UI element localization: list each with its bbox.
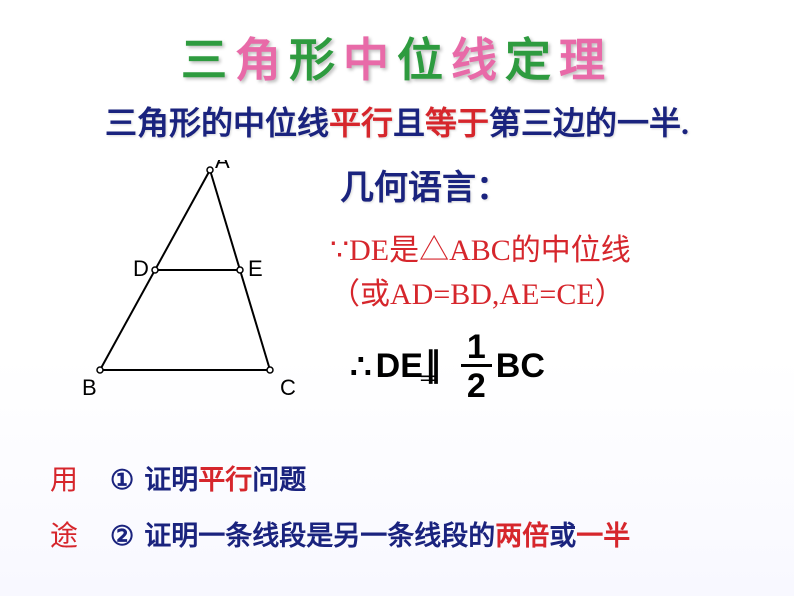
usage-item2-mid: 或 bbox=[549, 521, 576, 551]
usage-item2-text: 证明一条线段是另一条线段的两倍或一半 bbox=[144, 514, 630, 553]
fraction: 1 2 bbox=[461, 330, 492, 403]
usage-item2-num: ② bbox=[110, 521, 134, 552]
statement-prefix: 三角形的中位线 bbox=[105, 105, 329, 141]
usage-row-1: 用 ① 证明平行问题 bbox=[50, 458, 750, 498]
triangle-diagram: A B C D E bbox=[80, 160, 320, 400]
svg-text:B: B bbox=[82, 375, 97, 400]
formula-bc: BC bbox=[496, 347, 545, 386]
title-char: 中 bbox=[343, 35, 397, 86]
right-block: 几何语言： ∵DE是△ABC的中位线 （或AD=BD,AE=CE） ∴ DE ∥… bbox=[330, 160, 760, 403]
svg-text:C: C bbox=[280, 375, 296, 400]
formula-block: ∴ DE ∥ ═ 1 2 BC bbox=[350, 330, 760, 403]
svg-text:D: D bbox=[133, 256, 149, 281]
fraction-denominator: 2 bbox=[467, 367, 486, 403]
title-char: 形 bbox=[289, 35, 343, 86]
because-line1: DE是△ABC的中位线 bbox=[349, 234, 631, 267]
because-line2: （或AD=BD,AE=CE） bbox=[330, 278, 625, 311]
statement-mid: 且 bbox=[393, 105, 425, 141]
usage-item1-suffix: 问题 bbox=[252, 465, 306, 495]
usage-item2-red2: 一半 bbox=[576, 521, 630, 551]
title-char: 位 bbox=[397, 35, 451, 86]
title-char: 三 bbox=[181, 35, 235, 86]
usage-item1-text: 证明平行问题 bbox=[144, 458, 306, 497]
svg-text:E: E bbox=[248, 256, 263, 281]
usage-item1-red: 平行 bbox=[198, 465, 252, 495]
usage-label-top: 用 bbox=[50, 458, 110, 498]
because-symbol: ∵ bbox=[330, 234, 349, 267]
triangle-svg: A B C D E bbox=[80, 160, 320, 400]
usage-row-2: 途 ② 证明一条线段是另一条线段的两倍或一半 bbox=[50, 514, 750, 554]
geo-language-label: 几何语言： bbox=[340, 160, 760, 209]
content-row: ABCDE 几何语言： ∵DE是△ABC的中位线 （或AD=BD,AE=CE） … bbox=[0, 150, 794, 450]
formula-de: DE bbox=[376, 347, 423, 386]
page-title: 三角形中位线定理 bbox=[0, 0, 794, 90]
usage-label-bottom: 途 bbox=[50, 514, 110, 554]
title-char: 理 bbox=[559, 35, 613, 86]
title-char: 线 bbox=[451, 35, 505, 86]
parallel-equal-icon: ∥ ═ bbox=[425, 347, 455, 387]
title-char: 定 bbox=[505, 35, 559, 86]
title-char: 角 bbox=[235, 35, 289, 86]
usage-item1-num: ① bbox=[110, 465, 134, 496]
fraction-numerator: 1 bbox=[461, 330, 492, 367]
usage-item2-red1: 两倍 bbox=[495, 521, 549, 551]
usage-block: 用 ① 证明平行问题 途 ② 证明一条线段是另一条线段的两倍或一半 bbox=[50, 458, 750, 570]
therefore-symbol: ∴ bbox=[350, 347, 372, 387]
because-block: ∵DE是△ABC的中位线 （或AD=BD,AE=CE） bbox=[330, 229, 760, 316]
svg-text:A: A bbox=[215, 160, 230, 173]
statement-suffix: 第三边的一半. bbox=[489, 105, 689, 141]
statement-red1: 平行 bbox=[329, 105, 393, 141]
usage-item1-prefix: 证明 bbox=[144, 465, 198, 495]
usage-item2-prefix: 证明一条线段是另一条线段的 bbox=[144, 521, 495, 551]
theorem-statement: 三角形的中位线平行且等于第三边的一半. bbox=[0, 98, 794, 144]
equal-glyph: ═ bbox=[421, 365, 437, 391]
statement-red2: 等于 bbox=[425, 105, 489, 141]
